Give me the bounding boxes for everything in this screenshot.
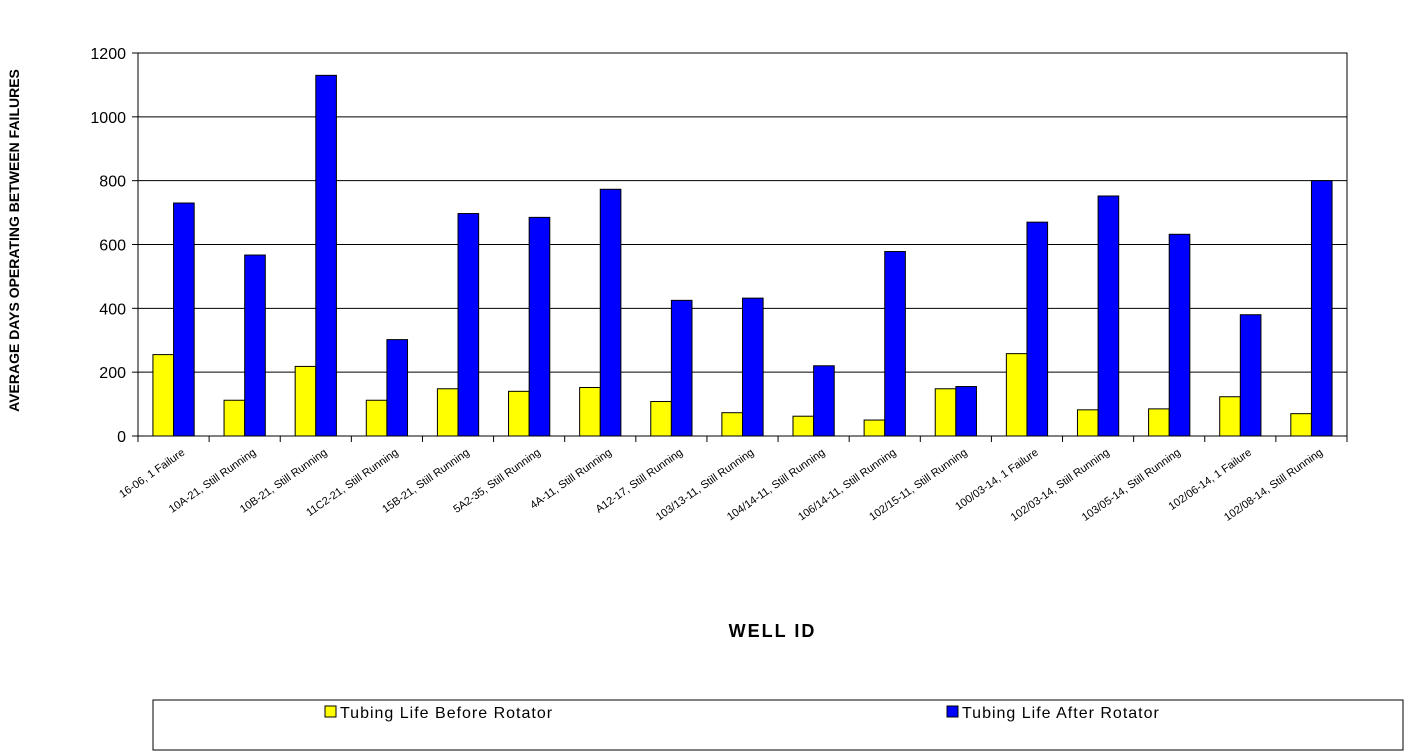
bar-after	[457, 213, 480, 437]
y-tick-label: 200	[99, 365, 126, 382]
legend-label-after: Tubing Life After Rotator	[962, 705, 1160, 722]
y-tick-label: 800	[99, 174, 126, 191]
bar-before	[508, 390, 530, 437]
bar-after	[1168, 233, 1191, 437]
axes	[132, 52, 1348, 442]
y-tick-label: 1000	[90, 110, 126, 127]
y-tick-labels: 0 200 400 600 800 1000 1200	[90, 46, 126, 446]
bar-after	[315, 74, 337, 437]
bar-before	[294, 365, 317, 437]
bar-after	[813, 365, 835, 437]
bar-before	[1219, 396, 1241, 437]
bar-after	[742, 297, 764, 437]
y-tick-label: 400	[99, 301, 126, 318]
bar-before	[1148, 408, 1170, 437]
legend-swatch-before	[324, 705, 337, 718]
bar-before	[436, 388, 459, 437]
bar-after	[1310, 180, 1333, 437]
legend-swatch-after	[946, 705, 959, 718]
bar-after	[173, 202, 195, 437]
bar-after	[386, 339, 409, 437]
bar-before	[650, 401, 672, 437]
bar-before	[1005, 353, 1028, 437]
bar-after	[1026, 221, 1049, 437]
bar-before	[934, 388, 957, 437]
bar-after	[955, 386, 977, 437]
legend: Tubing Life Before Rotator Tubing Life A…	[152, 699, 1404, 751]
y-axis-title: AVERAGE DAYS OPERATING BETWEEN FAILURES	[6, 69, 22, 412]
y-tick-label: 1200	[90, 46, 126, 63]
bar-after	[1239, 314, 1262, 437]
legend-box	[152, 699, 1404, 751]
bar-after	[1097, 195, 1120, 437]
legend-label-before: Tubing Life Before Rotator	[340, 705, 553, 722]
gridlines	[138, 116, 1347, 373]
bar-before	[792, 415, 815, 437]
bar-before	[721, 412, 744, 437]
bar-after	[528, 216, 551, 437]
bar-after	[599, 188, 622, 437]
bar-before	[152, 354, 175, 437]
x-tick-label: 16-06, 1 Failure	[117, 447, 187, 501]
x-axis-title: WELL ID	[729, 621, 817, 641]
bar-after	[670, 299, 693, 437]
bar-before	[579, 386, 601, 437]
bars	[152, 74, 1333, 437]
bar-before	[365, 399, 388, 437]
y-tick-label: 600	[99, 238, 126, 255]
y-tick-label: 0	[117, 429, 126, 446]
bar-before	[1290, 413, 1312, 437]
bar-before	[1076, 409, 1099, 437]
bar-after	[244, 254, 266, 437]
bar-after	[884, 251, 906, 437]
bar-before	[863, 419, 886, 437]
bar-before	[223, 399, 246, 437]
